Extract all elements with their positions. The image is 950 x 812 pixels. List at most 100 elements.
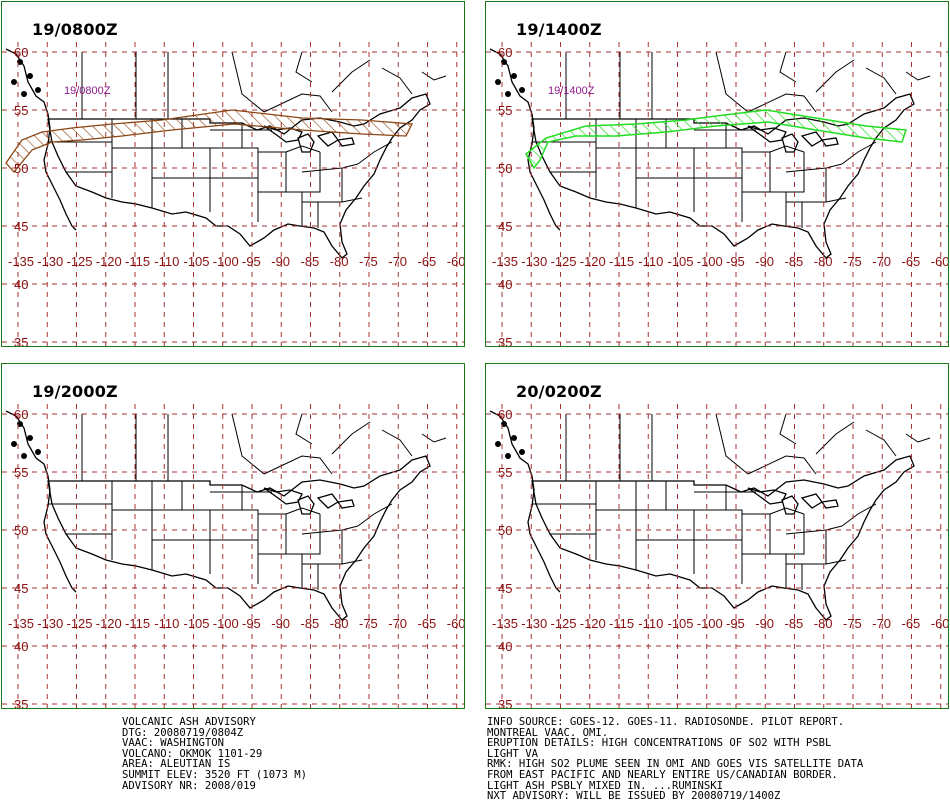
island <box>511 435 517 441</box>
longitude-label: -90 <box>755 616 774 631</box>
longitude-label: -125 <box>551 616 577 631</box>
advisory-line: AREA: ALEUTIAN IS <box>122 758 231 771</box>
island <box>495 441 501 447</box>
advisory-line: RMK: HIGH SO2 PLUME SEEN IN OMI AND GOES… <box>487 758 864 771</box>
canada-border <box>231 413 265 475</box>
state-border <box>210 539 259 584</box>
advisory-line: LIGHT ASH PSBLY MIXED IN. ...RUMINSKI <box>487 779 723 792</box>
latitude-label: 45 <box>14 219 28 234</box>
latitude-label: 45 <box>498 581 512 596</box>
plume-time-label: 19/0800Z <box>64 85 111 97</box>
latitude-label: 60 <box>14 407 28 422</box>
state-border <box>742 553 787 588</box>
latitude-label: 60 <box>498 45 512 60</box>
longitude-label: -60 <box>931 254 948 269</box>
state-border <box>152 147 211 212</box>
state-border <box>258 553 303 588</box>
state-border <box>841 141 877 165</box>
advisory-line: LIGHT VA <box>487 747 539 760</box>
longitude-label: -75 <box>359 616 378 631</box>
latitude-label: 35 <box>498 697 512 708</box>
island <box>11 79 17 85</box>
canada-border <box>815 421 855 455</box>
panel-title: 19/2000Z <box>32 382 118 401</box>
state-border <box>302 530 343 565</box>
state-border <box>302 152 321 193</box>
state-border <box>742 191 787 226</box>
state-border <box>341 559 363 565</box>
great-lakes <box>747 487 839 515</box>
canada-border <box>381 67 413 95</box>
state-border <box>825 559 847 565</box>
canada-border <box>263 93 333 113</box>
longitude-label: -95 <box>726 616 745 631</box>
state-border <box>786 152 805 193</box>
state-border <box>596 509 637 570</box>
longitude-label: -85 <box>785 616 804 631</box>
panel-title: 19/1400Z <box>516 20 602 39</box>
state-border <box>769 507 805 515</box>
canada-border <box>779 413 797 445</box>
state-border <box>726 509 743 540</box>
advisory-line: MONTREAL VAAC. OMI. <box>487 726 609 739</box>
island <box>11 441 17 447</box>
canada-border <box>715 413 749 475</box>
state-border <box>694 539 743 584</box>
longitude-label: -95 <box>726 254 745 269</box>
ash-map: 6055504540353025-135-130-125-120-115-110… <box>2 404 464 708</box>
state-border <box>532 503 597 538</box>
forecast-panel-4: 6055504540353025-135-130-125-120-115-110… <box>485 363 949 709</box>
longitude-label: -120 <box>96 254 122 269</box>
canada-border <box>715 51 749 113</box>
canada-border <box>865 67 897 95</box>
state-border <box>357 503 393 527</box>
longitude-label: -135 <box>8 254 34 269</box>
longitude-label: -80 <box>330 254 349 269</box>
advisory-line: NXT ADVISORY: WILL BE ISSUED BY 20080719… <box>487 790 781 803</box>
latitude-label: 45 <box>498 219 512 234</box>
state-border <box>112 509 153 570</box>
latitude-label: 55 <box>498 103 512 118</box>
state-border <box>636 147 695 212</box>
state-border <box>112 147 153 208</box>
state-border <box>357 141 393 165</box>
longitude-label: -115 <box>609 616 634 631</box>
longitude-label: -85 <box>785 254 804 269</box>
longitude-label: -100 <box>213 616 239 631</box>
longitude-label: -65 <box>902 254 921 269</box>
longitude-label: -130 <box>521 254 547 269</box>
panel-title: 20/0200Z <box>516 382 602 401</box>
advisory-line: ERUPTION DETAILS: HIGH CONCENTRATIONS OF… <box>487 737 832 750</box>
latitude-label: 40 <box>14 639 28 654</box>
state-border <box>841 503 877 527</box>
longitude-label: -85 <box>301 616 320 631</box>
island <box>35 449 41 455</box>
longitude-label: -100 <box>213 254 239 269</box>
longitude-label: -110 <box>154 616 179 631</box>
state-border <box>285 145 321 153</box>
great-lakes <box>747 125 839 153</box>
latitude-label: 55 <box>14 465 28 480</box>
canada-border <box>421 71 447 81</box>
island <box>21 91 27 97</box>
longitude-label: -105 <box>184 254 210 269</box>
longitude-label: -75 <box>843 616 862 631</box>
longitude-label: -120 <box>580 616 606 631</box>
longitude-label: -80 <box>814 616 833 631</box>
latitude-label: 35 <box>14 335 28 346</box>
advisory-line: FROM EAST PACIFIC AND NEARLY ENTIRE US/C… <box>487 768 838 781</box>
longitude-label: -110 <box>638 254 663 269</box>
state-border <box>258 151 287 192</box>
island <box>27 435 33 441</box>
longitude-label: -65 <box>902 616 921 631</box>
longitude-label: -95 <box>242 616 261 631</box>
ash-map: 6055504540353025-135-130-125-120-115-110… <box>486 42 948 346</box>
latitude-label: 50 <box>14 523 28 538</box>
longitude-label: -130 <box>521 616 547 631</box>
longitude-label: -95 <box>242 254 261 269</box>
longitude-label: -100 <box>697 254 723 269</box>
state-border <box>210 177 259 222</box>
state-border <box>786 514 805 555</box>
state-border <box>242 147 259 178</box>
state-border <box>210 485 243 511</box>
